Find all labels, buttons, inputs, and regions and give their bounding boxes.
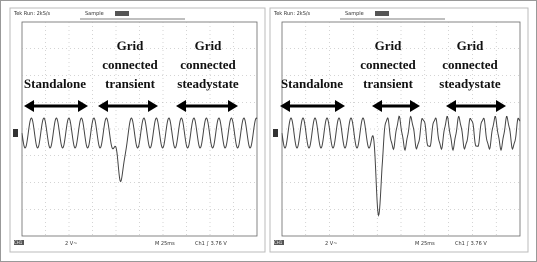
annotation-label: steadystate [439, 76, 501, 91]
figure: Tek Run: 2kS/s Sample CH1 2 V~ M 25ms Ch1 ∫ 3… [0, 0, 537, 262]
time-text: M 25ms [155, 241, 175, 247]
annotation-label: transient [363, 76, 414, 91]
trigger-text: Ch1 ∫ 3.76 V [455, 241, 487, 247]
annotation-label: connected [102, 57, 158, 72]
time-text: M 25ms [415, 241, 435, 247]
channel-marker [13, 129, 18, 137]
scale-text: 2 V~ [65, 241, 77, 247]
annotation-label: connected [442, 57, 498, 72]
mode-text: Sample [345, 11, 364, 17]
annotation-label: Grid [117, 38, 144, 53]
channel-text: CH1 [14, 240, 23, 245]
annotation-label: Grid [375, 38, 402, 53]
annotation-label: steadystate [177, 76, 239, 91]
annotation-label: Grid [195, 38, 222, 53]
annotation-label: Standalone [24, 76, 86, 91]
trigger-text: Ch1 ∫ 3.76 V [195, 241, 227, 247]
mode-indicator [375, 11, 389, 16]
status-text: Tek Run: 2kS/s [13, 11, 51, 17]
channel-marker [273, 129, 278, 137]
annotation-label: connected [180, 57, 236, 72]
annotation-label: Standalone [281, 76, 343, 91]
annotation-label: Grid [457, 38, 484, 53]
annotation-label: transient [105, 76, 156, 91]
channel-text: CH1 [274, 240, 283, 245]
mode-text: Sample [85, 11, 104, 17]
status-text: Tek Run: 2kS/s [273, 11, 311, 17]
annotation-label: connected [360, 57, 416, 72]
scale-text: 2 V~ [325, 241, 337, 247]
mode-indicator [115, 11, 129, 16]
